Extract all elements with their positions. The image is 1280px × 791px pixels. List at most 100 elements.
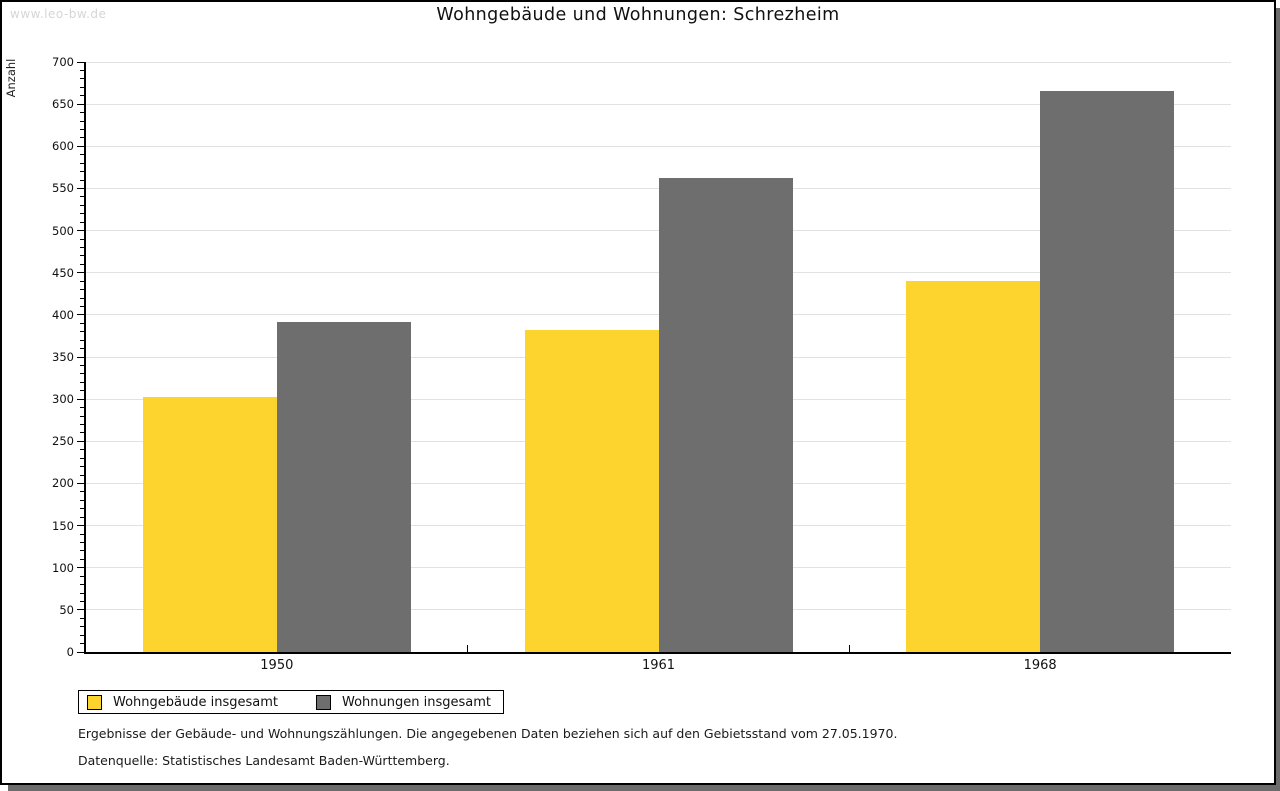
y-minor-tick	[80, 423, 84, 425]
y-minor-tick	[80, 466, 84, 468]
y-major-tick-500	[77, 230, 84, 232]
x-tick-label-1968: 1968	[1023, 658, 1057, 673]
y-minor-tick	[80, 322, 84, 324]
y-minor-tick	[80, 137, 84, 139]
y-minor-tick	[80, 373, 84, 375]
bar-1968-series1	[906, 281, 1041, 652]
y-minor-tick	[80, 95, 84, 97]
y-major-tick-600	[77, 145, 84, 147]
y-major-tick-150	[77, 525, 84, 527]
y-minor-tick	[80, 626, 84, 628]
y-tick-label-200: 200	[52, 476, 74, 491]
y-axis-label: Anzahl	[4, 58, 18, 98]
y-minor-tick	[80, 196, 84, 198]
y-minor-tick	[80, 474, 84, 476]
y-minor-tick	[80, 584, 84, 586]
legend-item-1: Wohngebäude insgesamt	[87, 694, 278, 710]
y-major-tick-100	[77, 567, 84, 569]
gridline-y600	[86, 145, 1231, 147]
footnotes: Ergebnisse der Gebäude- und Wohnungszähl…	[78, 726, 897, 780]
y-minor-tick	[80, 550, 84, 552]
bar-1961-series1	[524, 330, 659, 652]
y-major-tick-200	[77, 482, 84, 484]
y-minor-tick	[80, 162, 84, 164]
bar-1950-series1	[142, 397, 277, 652]
y-minor-tick	[80, 516, 84, 518]
y-minor-tick	[80, 246, 84, 248]
y-tick-label-150: 150	[52, 518, 74, 533]
y-major-tick-0	[77, 651, 84, 653]
y-major-tick-350	[77, 356, 84, 358]
y-minor-tick	[80, 263, 84, 265]
footnote-datenquelle: Datenquelle: Statistisches Landesamt Bad…	[78, 753, 450, 768]
legend: Wohngebäude insgesamt Wohnungen insgesamt	[78, 690, 504, 714]
y-minor-tick	[80, 154, 84, 156]
y-tick-label-350: 350	[52, 350, 74, 364]
x-tick-label-1950: 1950	[260, 658, 294, 673]
bar-1961-series2	[658, 178, 793, 652]
y-tick-label-400: 400	[52, 307, 74, 322]
y-minor-tick	[80, 331, 84, 333]
y-minor-tick	[80, 120, 84, 122]
y-tick-label-550: 550	[52, 181, 74, 196]
y-minor-tick	[80, 221, 84, 223]
y-minor-tick	[80, 592, 84, 594]
y-minor-tick	[80, 407, 84, 409]
y-minor-tick	[80, 280, 84, 282]
y-tick-label-700: 700	[52, 55, 74, 69]
chart-title: Wohngebäude und Wohnungen: Schrezheim	[436, 5, 840, 25]
y-minor-tick	[80, 541, 84, 543]
y-minor-tick	[80, 339, 84, 341]
gridline-y650	[86, 103, 1231, 105]
y-major-tick-700	[77, 61, 84, 63]
x-tick-label-1961: 1961	[641, 658, 676, 673]
x-axis-separator-tick	[848, 645, 850, 652]
y-minor-tick	[80, 508, 84, 510]
y-minor-tick	[80, 381, 84, 383]
y-minor-tick	[80, 575, 84, 577]
y-minor-tick	[80, 289, 84, 291]
y-minor-tick	[80, 179, 84, 181]
y-minor-tick	[80, 600, 84, 602]
y-minor-tick	[80, 128, 84, 130]
y-minor-tick	[80, 533, 84, 535]
gridline-y700	[86, 61, 1231, 63]
y-minor-tick	[80, 297, 84, 299]
plot-area: 1950 1961 1968 0 50 100 150 200 250 300 350 400 450 5…	[52, 55, 1231, 673]
legend-swatch-icon	[316, 694, 331, 710]
y-tick-label-450: 450	[52, 265, 74, 280]
bar-1968-series2	[1040, 91, 1175, 652]
y-minor-tick	[80, 255, 84, 257]
y-minor-tick	[80, 348, 84, 350]
y-tick-label-600: 600	[52, 139, 74, 154]
y-tick-label-250: 250	[52, 434, 74, 449]
y-minor-tick	[80, 112, 84, 114]
y-tick-label-300: 300	[52, 392, 74, 407]
y-major-tick-50	[77, 609, 84, 611]
watermark-text: www.leo-bw.de	[10, 7, 107, 21]
y-minor-tick	[80, 491, 84, 493]
y-minor-tick	[80, 499, 84, 501]
bar-1950-series2	[276, 322, 411, 652]
y-minor-tick	[80, 364, 84, 366]
y-minor-tick	[80, 390, 84, 392]
y-minor-tick	[80, 643, 84, 645]
y-minor-tick	[80, 457, 84, 459]
legend-item-2: Wohnungen insgesamt	[316, 694, 491, 710]
y-tick-label-650: 650	[52, 97, 74, 112]
legend-label: Wohnungen insgesamt	[342, 694, 491, 710]
y-minor-tick	[80, 449, 84, 451]
legend-swatch-icon	[87, 694, 102, 710]
y-minor-tick	[80, 415, 84, 417]
y-minor-tick	[80, 558, 84, 560]
y-minor-tick	[80, 634, 84, 636]
y-tick-label-0: 0	[66, 645, 74, 659]
y-major-tick-300	[77, 398, 84, 400]
y-minor-tick	[80, 69, 84, 71]
y-minor-tick	[80, 171, 84, 173]
y-major-tick-400	[77, 314, 84, 316]
y-tick-label-500: 500	[52, 223, 74, 238]
y-major-tick-550	[77, 187, 84, 189]
y-minor-tick	[80, 305, 84, 307]
